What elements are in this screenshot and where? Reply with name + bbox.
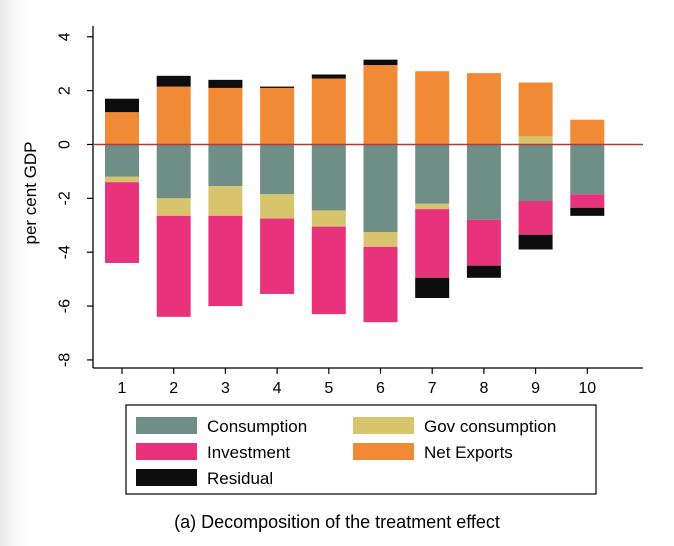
- y-tick-label: -4: [57, 245, 74, 259]
- y-tick-label: -2: [57, 191, 74, 205]
- bar-investment: [570, 194, 605, 208]
- bar-consumption: [260, 144, 295, 195]
- legend-label-gov-consumption: Gov consumption: [424, 417, 556, 436]
- bar-gov-consumption: [415, 203, 450, 210]
- x-tick-label: 2: [169, 380, 178, 397]
- bar-consumption: [570, 144, 605, 195]
- x-tick-label: 7: [428, 380, 437, 397]
- x-tick-label: 9: [531, 380, 540, 397]
- decomposition-chart: -8 -6 -4 -2 0 2 4 1 2 3 4 5 6 7 8 9 10 per cent GDP Cons…: [21, 26, 643, 495]
- bar-net-exports: [363, 65, 398, 145]
- x-tick-label: 3: [221, 380, 230, 397]
- y-tick-label: 0: [57, 140, 74, 149]
- bar-investment: [208, 215, 243, 307]
- legend-swatch-residual: [136, 469, 197, 486]
- plot-axes: -8 -6 -4 -2 0 2 4 1 2 3 4 5 6 7 8 9 10: [57, 26, 643, 397]
- legend-label-consumption: Consumption: [207, 417, 307, 436]
- legend-label-net-exports: Net Exports: [424, 443, 513, 462]
- bar-gov-consumption: [156, 198, 191, 216]
- bar-investment: [260, 218, 295, 294]
- legend-swatch-net-exports: [353, 443, 414, 460]
- bar-investment: [363, 246, 398, 323]
- bar-residual: [156, 75, 191, 87]
- bar-residual: [208, 79, 243, 88]
- bar-net-exports: [208, 87, 243, 145]
- bar-investment: [156, 215, 191, 317]
- figure-caption: (a) Decomposition of the treatment effec…: [174, 512, 500, 532]
- bar-consumption: [208, 144, 243, 187]
- legend-swatch-gov-consumption: [353, 417, 414, 434]
- legend-label-investment: Investment: [207, 443, 290, 462]
- bar-net-exports: [105, 112, 139, 145]
- bar-net-exports: [156, 86, 191, 145]
- bar-gov-consumption: [518, 136, 553, 145]
- y-tick-label: -8: [57, 353, 74, 367]
- bar-investment: [105, 182, 139, 263]
- bar-investment: [415, 209, 450, 278]
- bar-consumption: [415, 144, 450, 204]
- bar-consumption: [518, 144, 553, 202]
- bar-gov-consumption: [105, 176, 139, 183]
- y-tick-label: 4: [57, 32, 74, 41]
- bar-residual: [260, 86, 295, 88]
- bar-investment: [466, 219, 501, 266]
- x-tick-label: 1: [118, 380, 127, 397]
- bar-gov-consumption: [363, 232, 398, 247]
- bar-net-exports: [518, 82, 553, 137]
- legend: Consumption Gov consumption Investment Net …: [125, 404, 597, 495]
- bar-gov-consumption: [260, 194, 295, 219]
- bar-consumption: [311, 144, 346, 211]
- legend-swatch-consumption: [136, 417, 197, 434]
- plot-bars: [105, 59, 605, 323]
- bar-residual: [311, 74, 346, 79]
- y-tick-label: 2: [57, 86, 74, 95]
- bar-gov-consumption: [208, 186, 243, 216]
- bar-investment: [311, 226, 346, 315]
- bar-residual: [570, 207, 605, 216]
- bar-consumption: [466, 144, 501, 220]
- bar-gov-consumption: [311, 210, 346, 227]
- bar-net-exports: [260, 87, 295, 145]
- bar-residual: [105, 98, 139, 113]
- bar-residual: [415, 277, 450, 298]
- x-tick-label: 10: [578, 380, 596, 397]
- legend-swatch-investment: [136, 443, 197, 460]
- bar-net-exports: [570, 119, 605, 145]
- bar-net-exports: [311, 78, 346, 145]
- x-tick-label: 6: [376, 380, 385, 397]
- bar-residual: [363, 59, 398, 66]
- bar-consumption: [363, 144, 398, 233]
- x-tick-label: 8: [479, 380, 488, 397]
- x-tick-label: 5: [324, 380, 333, 397]
- bar-investment: [518, 201, 553, 235]
- bar-residual: [518, 234, 553, 250]
- y-axis-title: per cent GDP: [21, 142, 40, 245]
- bar-net-exports: [466, 73, 501, 145]
- y-tick-label: -6: [57, 299, 74, 313]
- bar-consumption: [105, 144, 139, 177]
- x-tick-label: 4: [273, 380, 282, 397]
- bar-net-exports: [415, 71, 450, 145]
- legend-label-residual: Residual: [207, 469, 273, 488]
- bar-residual: [466, 265, 501, 278]
- bar-consumption: [156, 144, 191, 199]
